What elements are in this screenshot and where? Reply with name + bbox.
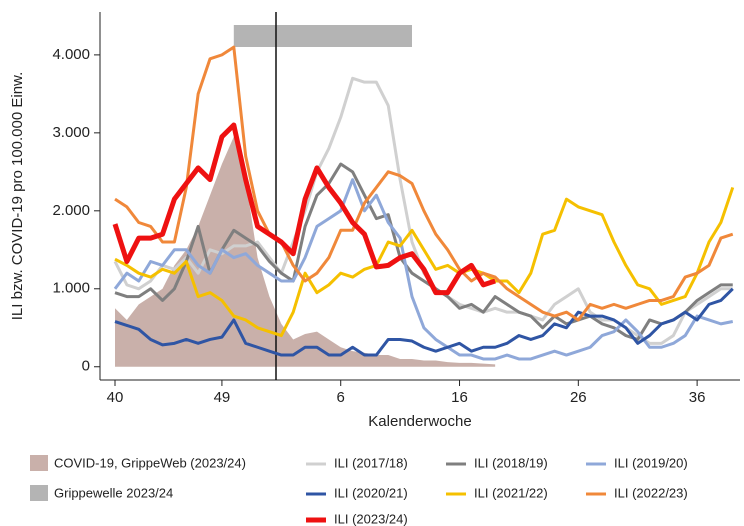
x-tick-label: 36 <box>689 389 706 406</box>
y-tick-label: 2.000 <box>52 202 90 219</box>
legend-swatch <box>30 455 48 471</box>
legend-label: ILI (2018/19) <box>474 455 548 470</box>
legend-label: ILI (2021/22) <box>474 485 548 500</box>
x-axis-title: Kalenderwoche <box>368 413 471 430</box>
y-tick-label: 4.000 <box>52 46 90 63</box>
y-tick-label: 1.000 <box>52 280 90 297</box>
y-tick-label: 3.000 <box>52 124 90 141</box>
x-tick-label: 6 <box>337 389 345 406</box>
line <box>114 287 734 357</box>
legend-label: COVID-19, GrippeWeb (2023/24) <box>54 455 246 470</box>
x-tick-label: 40 <box>107 389 124 406</box>
line <box>113 178 734 361</box>
x-tick-label: 16 <box>451 389 468 406</box>
legend-label: Grippewelle 2023/24 <box>54 485 173 500</box>
y-axis-title: ILI bzw. COVID-19 pro 100.000 Einw. <box>9 72 26 320</box>
y-tick-label: 0 <box>82 358 90 375</box>
legend-label: ILI (2022/23) <box>614 485 688 500</box>
area <box>115 136 496 367</box>
line <box>112 122 496 296</box>
flu-wave-band <box>233 25 412 47</box>
x-tick-label: 49 <box>214 389 231 406</box>
legend-label: ILI (2020/21) <box>334 485 408 500</box>
legend-label: ILI (2023/24) <box>334 511 408 526</box>
legend-label: ILI (2017/18) <box>334 455 408 470</box>
legend-label: ILI (2019/20) <box>614 455 688 470</box>
line <box>114 186 735 338</box>
line <box>114 45 734 322</box>
x-tick-label: 26 <box>570 389 587 406</box>
legend-swatch <box>30 485 48 501</box>
